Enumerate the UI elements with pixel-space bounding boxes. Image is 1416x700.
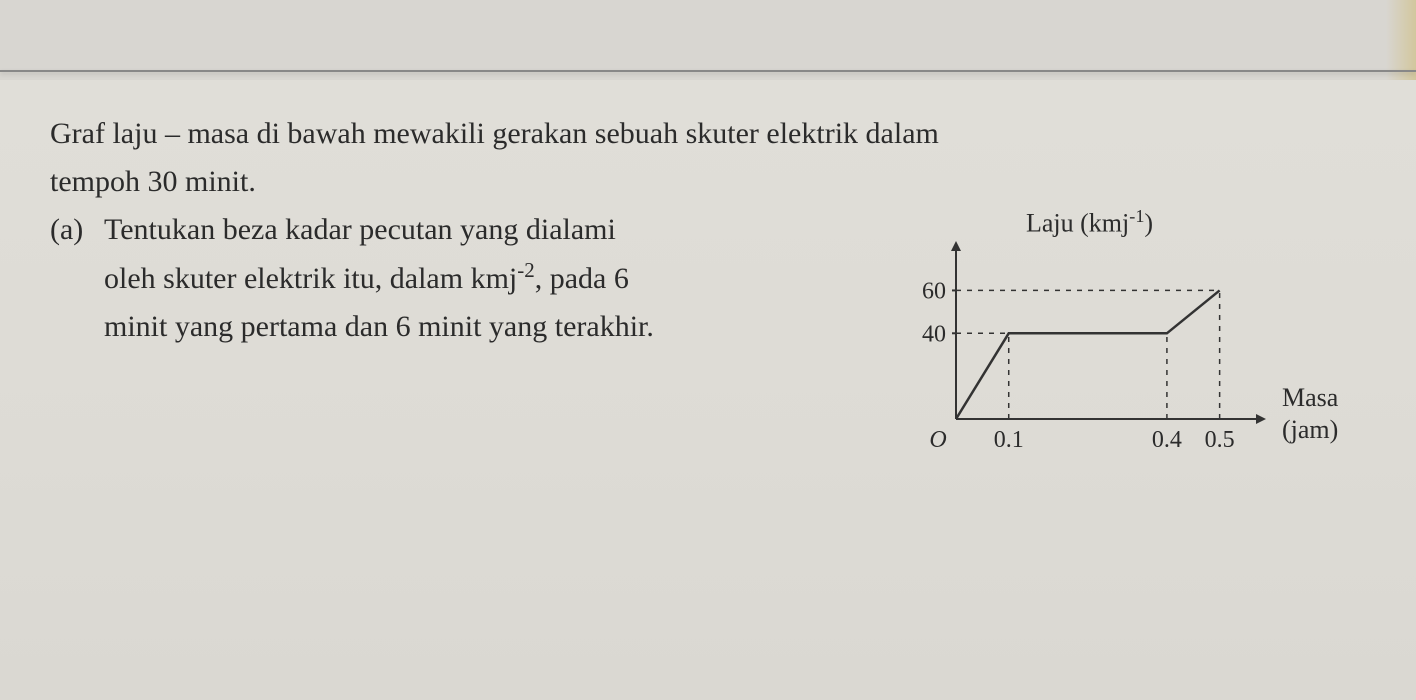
part-a-body: Tentukan beza kadar pecutan yang dialami… bbox=[104, 206, 886, 351]
x-tick-label: 0.5 bbox=[1205, 427, 1235, 453]
x-tick-label: 0.4 bbox=[1152, 427, 1182, 453]
part-a-line3: minit yang pertama dan 6 minit yang tera… bbox=[104, 303, 886, 351]
y-tick-label: 40 bbox=[922, 321, 946, 347]
x-axis-title: Masa (jam) bbox=[1276, 382, 1338, 459]
part-a-line2: oleh skuter elektrik itu, dalam kmj-2, p… bbox=[104, 254, 886, 303]
origin-label: O bbox=[929, 427, 946, 453]
x-axis-arrow bbox=[1256, 414, 1266, 424]
y-tick-label: 60 bbox=[922, 278, 946, 304]
part-a-line1: Tentukan beza kadar pecutan yang dialami bbox=[104, 206, 886, 254]
y-axis-arrow bbox=[951, 241, 961, 251]
question-intro-line1: Graf laju – masa di bawah mewakili gerak… bbox=[50, 110, 1366, 158]
speed-curve bbox=[956, 290, 1220, 419]
part-a-label: (a) bbox=[50, 206, 94, 351]
speed-time-chart: Laju (kmj-1) 40 60 0.1 0.4 0.5 O Masa (jam) bbox=[886, 206, 1366, 459]
y-axis-title: Laju (kmj-1) bbox=[896, 206, 1366, 239]
page-content: Graf laju – masa di bawah mewakili gerak… bbox=[0, 80, 1416, 700]
chart-plot: 40 60 0.1 0.4 0.5 O bbox=[896, 239, 1276, 459]
question-intro-line2: tempoh 30 minit. bbox=[50, 158, 1366, 206]
x-tick-label: 0.1 bbox=[994, 427, 1024, 453]
